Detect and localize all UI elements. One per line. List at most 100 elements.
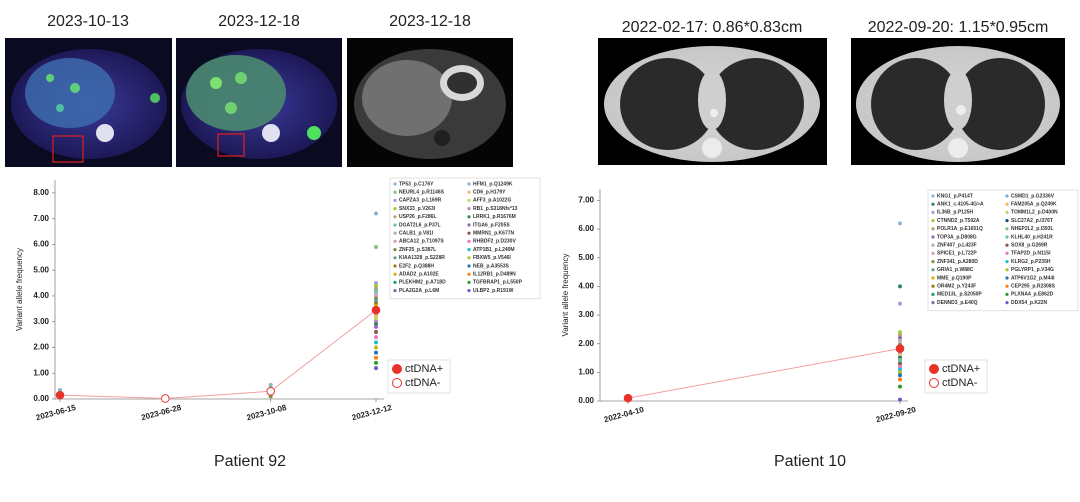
ctdna-legend-marker	[392, 378, 402, 388]
gene-legend-marker	[931, 251, 935, 255]
gene-legend-label: ZNF25_p.S387L	[399, 247, 436, 253]
mean-line	[270, 309, 377, 392]
gene-legend-label: TOP3A_p.D808G	[937, 234, 977, 240]
y-tick-label: 5.00	[33, 265, 49, 274]
ctdna-legend-label: ctDNA+	[942, 363, 980, 375]
gene-legend-label: ADAD2_p.A102E	[399, 272, 439, 278]
gene-legend-marker	[1005, 194, 1009, 198]
x-tick-label: 2022-04-10	[603, 405, 645, 424]
gene-legend-marker	[467, 207, 471, 211]
x-tick-label: 2023-12-12	[351, 403, 393, 422]
gene-legend-label: PLXNA4_p.E862D	[1011, 292, 1054, 298]
gene-legend-marker	[1005, 202, 1009, 206]
gene-legend-marker	[1005, 292, 1009, 296]
image-caption: 2022-09-20: 1.15*0.95cm	[868, 19, 1049, 36]
mean-line	[627, 348, 901, 399]
image-caption: 2022-02-17: 0.86*0.83cm	[622, 19, 803, 36]
gene-legend-label: DENND3_p.E40Q	[937, 300, 978, 306]
gene-legend-label: MME_p.Q190P	[937, 275, 972, 281]
variant-point	[898, 367, 902, 372]
y-tick-label: 7.00	[578, 196, 594, 205]
variant-point	[898, 284, 902, 289]
gene-legend-marker	[1005, 301, 1009, 305]
gene-legend-marker	[931, 194, 935, 198]
variant-point	[374, 355, 378, 360]
variant-point	[374, 360, 378, 365]
ctdna-legend-label: ctDNA+	[405, 363, 443, 375]
gene-legend-marker	[1005, 227, 1009, 231]
gene-legend-marker	[393, 280, 397, 284]
y-tick-label: 4.00	[578, 282, 594, 291]
gene-legend-label: TOMM1L2_p.D400N	[1011, 210, 1058, 216]
gene-legend-marker	[467, 198, 471, 202]
y-tick-label: 2.00	[33, 343, 49, 352]
pet-image	[176, 38, 342, 167]
gene-legend-marker	[931, 284, 935, 288]
gene-legend-label: PLA2G2A_p.L6M	[399, 288, 439, 294]
gene-legend-label: OR4M2_p.Y243F	[937, 284, 976, 290]
variant-point	[898, 361, 902, 366]
variant-point	[898, 370, 902, 375]
mean-line	[165, 390, 271, 399]
gene-legend-marker	[467, 248, 471, 252]
variant-point	[374, 345, 378, 350]
variant-point	[374, 330, 378, 335]
gene-legend-label: KNG1_p.P414T	[937, 193, 973, 199]
variant-point	[898, 384, 902, 389]
ctdna-legend-marker	[929, 364, 939, 374]
gene-legend-label: PGLYRP1_p.V34G	[1011, 267, 1054, 273]
gene-legend-marker	[467, 231, 471, 235]
variant-point	[898, 301, 902, 306]
gene-legend-label: NEB_p.A3553S	[473, 263, 510, 269]
ctdna-marker	[623, 393, 633, 403]
gene-legend-label: LRRK1_p.R1676M	[473, 214, 516, 220]
mri-image	[347, 38, 513, 167]
y-tick-label: 0.00	[578, 396, 594, 405]
gene-legend-marker	[467, 264, 471, 268]
gene-legend-label: KLHL40_p.H241R	[1011, 234, 1053, 240]
gene-legend-marker	[1005, 260, 1009, 264]
gene-legend-marker	[1005, 219, 1009, 223]
gene-legend-label: KLRG2_p.P235H	[1011, 259, 1051, 265]
gene-legend-marker	[467, 215, 471, 219]
gene-legend-marker	[931, 235, 935, 239]
variant-point	[898, 330, 902, 335]
variant-point	[898, 221, 902, 226]
x-tick-label: 2023-10-08	[246, 403, 288, 422]
gene-legend-label: CALB1_p.V81I	[399, 231, 434, 237]
y-tick-label: 5.00	[578, 253, 594, 262]
gene-legend-marker	[1005, 276, 1009, 280]
gene-legend-marker	[931, 292, 935, 296]
gene-legend-marker	[931, 202, 935, 206]
gene-legend-marker	[931, 243, 935, 247]
gene-legend-marker	[393, 182, 397, 186]
gene-legend-label: ATP1B1_p.L240M	[473, 247, 515, 253]
gene-legend-marker	[467, 190, 471, 194]
y-tick-label: 4.00	[33, 291, 49, 300]
variant-point	[898, 338, 902, 343]
gene-legend-label: E2F2_p.Q388H	[399, 263, 434, 269]
gene-legend-label: FBXW5_p.V546I	[473, 255, 511, 261]
gene-legend-marker	[393, 256, 397, 260]
gene-legend-marker	[393, 223, 397, 227]
gene-legend-marker	[931, 268, 935, 272]
gene-legend-marker	[393, 264, 397, 268]
gene-legend-label: CAPZA3_p.L169R	[399, 198, 442, 204]
variant-point	[898, 377, 902, 382]
gene-legend-marker	[931, 276, 935, 280]
gene-legend-marker	[467, 223, 471, 227]
gene-legend-label: ATP6V1G2_p.M44I	[1011, 275, 1055, 281]
gene-legend-marker	[931, 301, 935, 305]
gene-legend-marker	[467, 280, 471, 284]
x-tick-label: 2023-06-15	[35, 403, 77, 422]
gene-legend-label: SNX33_p.V263I	[399, 206, 436, 212]
gene-legend-marker	[931, 227, 935, 231]
gene-legend-marker	[393, 215, 397, 219]
gene-legend-marker	[931, 260, 935, 264]
gene-legend-box	[927, 189, 1079, 312]
image-caption: 2023-12-18	[389, 13, 471, 30]
gene-legend-label: CTNND2_p.T592A	[937, 218, 980, 224]
y-tick-label: 6.00	[578, 224, 594, 233]
gene-legend-label: CEP295_p.R2308S	[1011, 284, 1056, 290]
